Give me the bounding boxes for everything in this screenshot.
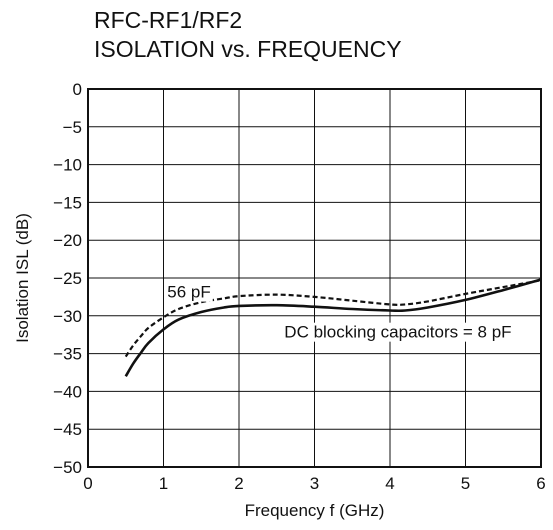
x-tick-label-0: 0 [83,474,92,493]
y-tick-label-7: −35 [53,345,82,364]
chart-title-line-1: RFC-RF1/RF2 [94,7,242,33]
x-tick-label-5: 5 [461,474,470,493]
y-tick-label-3: −15 [53,193,82,212]
plot-area-frame [87,88,542,468]
y-tick-label-5: −25 [53,269,82,288]
annotation-backing-1 [282,322,514,342]
x-tick-label-2: 2 [234,474,243,493]
annotation-label-0: 56 pF [167,283,210,302]
chart-title-line-2: ISOLATION vs. FREQUENCY [94,36,402,62]
series-lines [124,278,542,377]
x-tick-label-6: 6 [536,474,545,493]
y-axis-label: Isolation ISL (dB) [13,213,32,343]
y-tick-label-6: −30 [53,307,82,326]
y-tick-label-1: −5 [63,118,82,137]
series-56pf-line [124,279,542,358]
series-8pf-line [124,278,542,377]
y-tick-label-8: −40 [53,382,82,401]
y-tick-label-2: −10 [53,156,82,175]
annotation-label-1: DC blocking capacitors = 8 pF [284,323,511,342]
x-axis-label: Frequency f (GHz) [245,501,385,520]
y-tick-label-0: 0 [73,80,82,99]
y-tick-label-10: −50 [53,458,82,477]
x-tick-label-3: 3 [310,474,319,493]
x-tick-label-1: 1 [159,474,168,493]
y-tick-label-9: −45 [53,420,82,439]
annotation-backing-0 [165,282,213,302]
annotations: 56 pF DC blocking capacitors = 8 pF [165,282,514,342]
x-tick-label-4: 4 [385,474,394,493]
y-tick-label-4: −20 [53,231,82,250]
grid-lines [88,89,541,467]
tick-labels: 0 1 2 3 4 5 6 0 −5 −10 −15 −20 −25 −30 −35 −40 −45 −50 [53,80,546,493]
